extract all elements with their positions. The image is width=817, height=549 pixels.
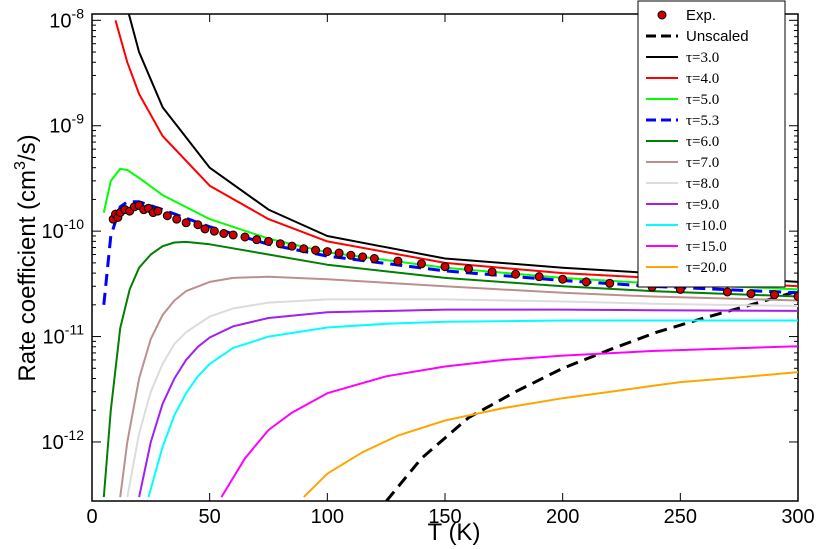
y-axis-title: Rate coefficient (cm3/s)	[12, 134, 41, 381]
data-point	[487, 267, 497, 277]
x-tick-label: 0	[86, 506, 97, 528]
legend-label: τ=8.0	[686, 176, 719, 192]
data-point	[287, 241, 297, 251]
series-line	[127, 14, 798, 283]
y-tick-label: 10-10	[42, 216, 85, 243]
data-point	[228, 230, 238, 240]
experimental-points	[108, 201, 798, 301]
data-point	[464, 264, 474, 274]
y-axis-title-sup: 3	[12, 161, 29, 170]
data-point	[358, 252, 368, 262]
data-point	[334, 248, 344, 258]
data-point	[369, 254, 379, 264]
data-point	[299, 244, 309, 254]
data-point	[793, 291, 798, 301]
legend-label: τ=15.0	[686, 239, 727, 255]
data-point	[346, 250, 356, 260]
data-point	[193, 220, 203, 230]
x-tick-label: 150	[428, 506, 461, 528]
series-line	[384, 289, 798, 501]
data-point	[252, 235, 262, 245]
y-tick-label: 10-9	[49, 111, 84, 138]
y-tick-label: 10-8	[49, 5, 84, 32]
series-line	[126, 298, 798, 498]
legend-label: τ=5.0	[686, 92, 719, 108]
x-tick-label: 300	[781, 506, 814, 528]
series-line	[119, 275, 798, 498]
x-tick-label: 200	[546, 506, 579, 528]
series-curves	[102, 14, 798, 501]
series-line	[102, 240, 798, 498]
data-point	[209, 226, 219, 236]
data-point	[264, 236, 273, 246]
data-point	[240, 232, 250, 242]
legend-label: τ=20.0	[686, 260, 727, 276]
x-axis-title: T (K)	[428, 519, 481, 546]
axis-ticks: 0 50 100 150 200 250 300 10-12 10-11 10-10 10-9 10-…	[42, 5, 815, 528]
data-point	[769, 290, 779, 300]
data-point	[511, 269, 521, 279]
data-point	[534, 272, 544, 282]
legend-label: τ=6.0	[686, 134, 719, 150]
series-line	[138, 308, 798, 498]
data-point	[200, 224, 210, 234]
legend-label: τ=9.0	[686, 197, 719, 213]
legend-label: Unscaled	[686, 28, 749, 45]
data-point	[275, 239, 285, 249]
series-line	[220, 345, 798, 498]
x-tick-label: 250	[664, 506, 697, 528]
data-point	[581, 277, 591, 287]
legend: Exp. Unscaled τ=3.0 τ=4.0 τ=5.0 τ=5.3 τ=6.0 τ=7…	[637, 0, 786, 288]
legend-label: τ=5.3	[686, 113, 719, 129]
data-point	[393, 256, 403, 266]
data-point	[172, 214, 182, 224]
legend-marker	[657, 10, 667, 20]
legend-box	[637, 0, 786, 288]
data-point	[416, 259, 426, 269]
series-line	[303, 371, 798, 498]
data-point	[558, 274, 568, 284]
legend-label: τ=3.0	[686, 50, 719, 66]
y-axis-title-end: /s)	[14, 134, 41, 161]
data-point	[746, 289, 756, 299]
y-tick-label: 10-12	[42, 427, 85, 454]
data-point	[605, 278, 615, 288]
data-point	[322, 247, 332, 257]
series-line	[147, 319, 798, 498]
legend-label: τ=7.0	[686, 155, 719, 171]
y-tick-label: 10-11	[43, 322, 85, 349]
data-point	[440, 262, 450, 272]
legend-label: τ=4.0	[686, 71, 719, 87]
data-point	[153, 206, 163, 216]
series-line	[114, 20, 798, 288]
x-tick-label: 100	[311, 506, 344, 528]
data-point	[181, 218, 191, 228]
legend-label: Exp.	[686, 7, 716, 24]
x-tick-label: 50	[199, 506, 221, 528]
data-point	[162, 211, 172, 221]
y-axis-title-main: Rate coefficient (cm	[14, 170, 41, 382]
legend-label: τ=10.0	[686, 218, 727, 234]
data-point	[311, 245, 321, 255]
data-point	[219, 228, 229, 238]
data-point	[722, 287, 732, 297]
